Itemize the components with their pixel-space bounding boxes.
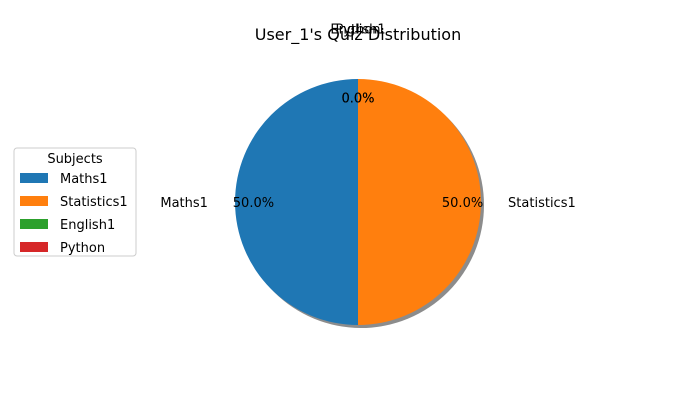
pie-slice-statistics1 — [358, 79, 481, 325]
legend: Subjects Maths1 Statistics1 English1 Python — [13, 147, 137, 257]
category-label-maths1: Maths1 — [160, 196, 208, 211]
pie-labels: Maths1 50.0% Statistics1 50.0% English1 0.0% P… — [160, 23, 575, 211]
legend-label-english1: English1 — [60, 218, 115, 233]
percent-label-english1: 0.0% — [341, 91, 374, 106]
legend-swatch-python — [20, 242, 48, 252]
legend-label-statistics1: Statistics1 — [60, 195, 128, 210]
legend-swatch-maths1 — [20, 173, 48, 183]
percent-label-python: 0.0% — [341, 91, 374, 106]
percent-label-maths1: 50.0% — [233, 196, 274, 211]
pie-slice-maths1 — [235, 79, 358, 325]
legend-swatch-english1 — [20, 219, 48, 229]
legend-title: Subjects — [47, 152, 103, 167]
category-label-english1: English1 — [330, 23, 385, 38]
legend-label-python: Python — [60, 241, 105, 256]
legend-label-maths1: Maths1 — [60, 172, 108, 187]
percent-label-statistics1: 50.0% — [442, 196, 483, 211]
chart-title: User_1's Quiz Distribution — [255, 25, 461, 45]
category-label-python: Python — [335, 23, 380, 38]
category-label-statistics1: Statistics1 — [508, 196, 576, 211]
legend-swatch-statistics1 — [20, 196, 48, 206]
pie-slices — [235, 79, 481, 325]
legend-entries: Maths1 Statistics1 English1 Python — [20, 172, 128, 256]
